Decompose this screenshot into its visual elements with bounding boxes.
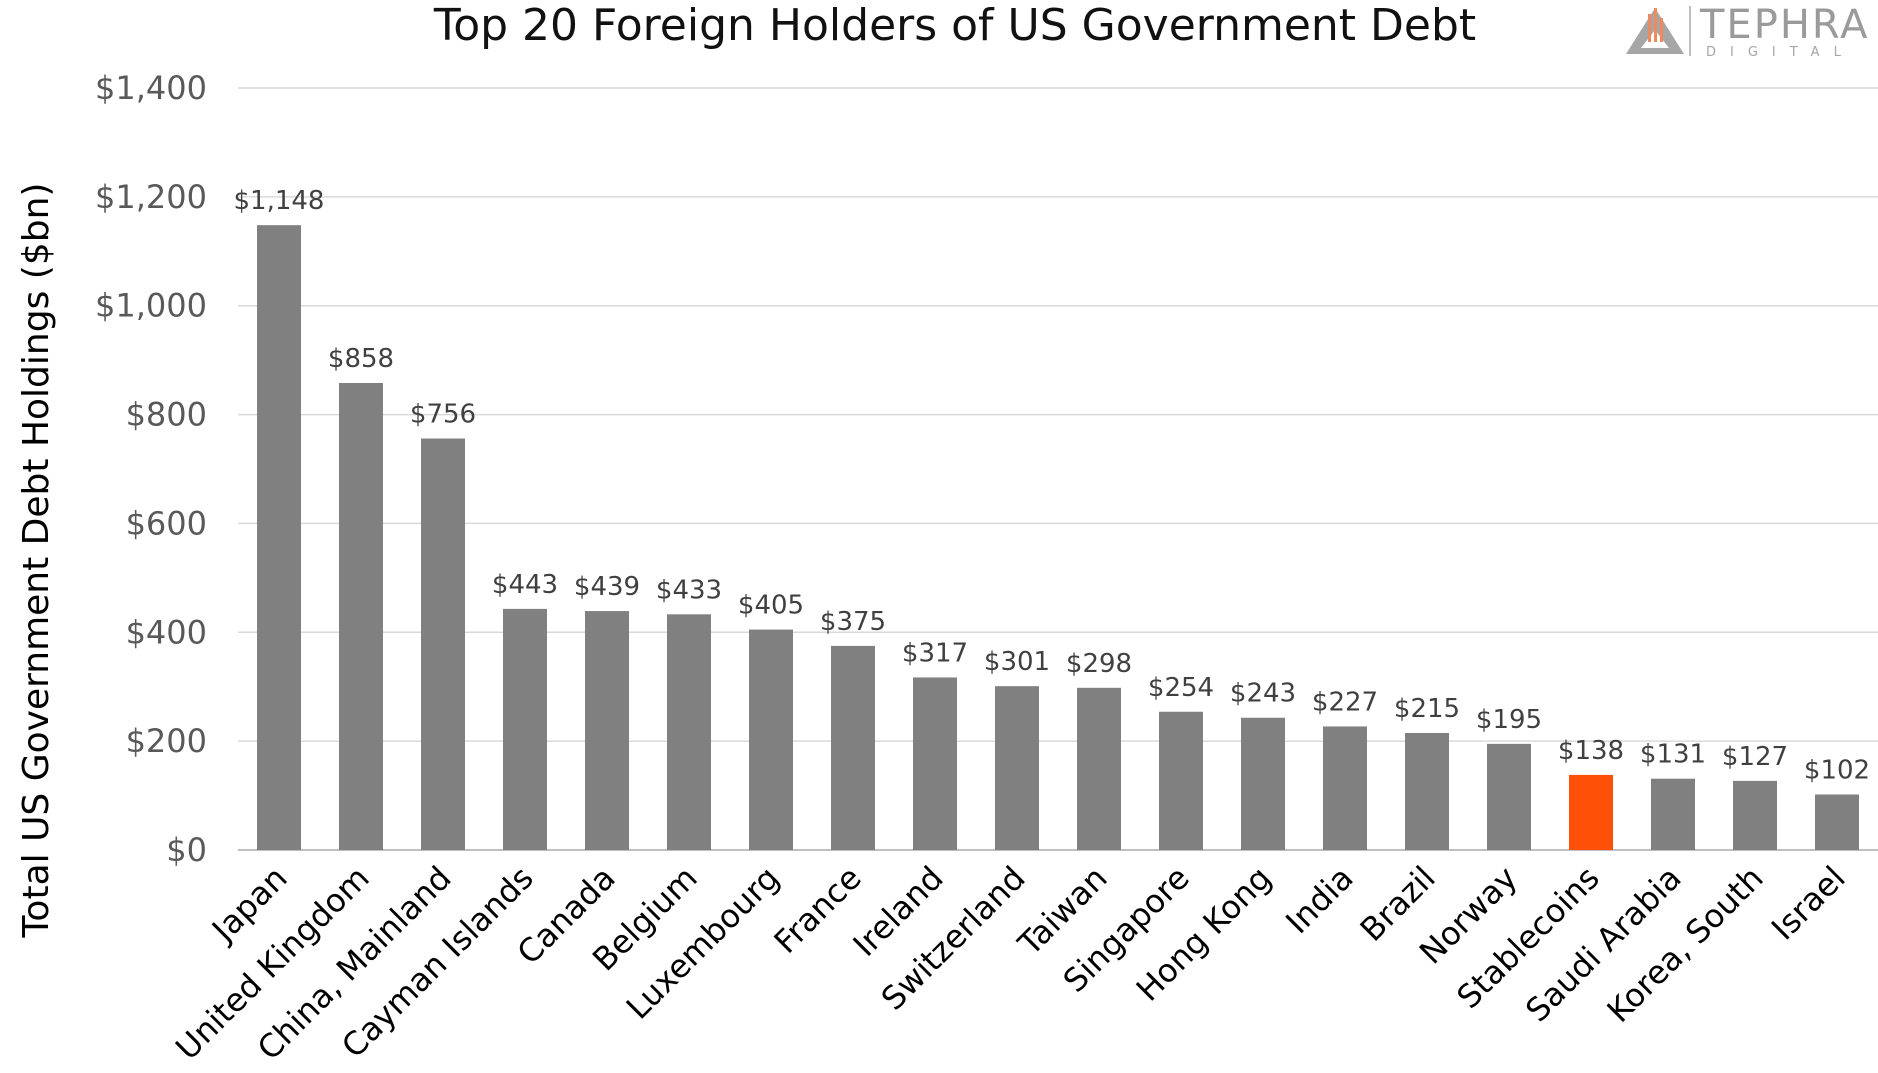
data-label: $375 xyxy=(820,607,886,637)
data-label: $227 xyxy=(1312,687,1378,717)
bar xyxy=(913,677,957,850)
data-label: $433 xyxy=(656,575,722,605)
data-labels: $1,148 $858 $756 $443 $439 $433 $405 $375 $317 $3… xyxy=(234,186,1871,785)
bar xyxy=(1815,794,1859,850)
bar xyxy=(1323,726,1367,850)
bar xyxy=(1733,780,1777,850)
bar xyxy=(831,645,875,850)
y-tick-label: $200 xyxy=(126,722,207,760)
data-label: $243 xyxy=(1230,679,1296,709)
data-label: $195 xyxy=(1476,705,1542,735)
y-tick-labels: $0 $200 $400 $600 $800 $1,000 $1,200 $1,400 xyxy=(95,69,207,869)
data-label: $439 xyxy=(574,572,640,602)
bar xyxy=(421,438,465,850)
bar xyxy=(1487,743,1531,850)
data-label: $1,148 xyxy=(234,186,325,216)
bar xyxy=(1405,732,1449,850)
y-axis-label: Total US Government Debt Holdings ($bn) xyxy=(16,183,57,939)
chart-title: Top 20 Foreign Holders of US Government … xyxy=(433,0,1476,51)
tephra-digital-logo: TEPHRA DIGITAL xyxy=(1626,2,1869,60)
y-tick-label: $0 xyxy=(166,831,207,869)
data-label: $215 xyxy=(1394,694,1460,724)
data-label: $131 xyxy=(1640,740,1706,770)
bar xyxy=(667,614,711,850)
bar xyxy=(1159,711,1203,850)
y-tick-label: $1,200 xyxy=(95,178,207,216)
bar xyxy=(995,686,1039,850)
bar xyxy=(1651,778,1695,850)
y-tick-label: $1,400 xyxy=(95,69,207,107)
data-label: $301 xyxy=(984,647,1050,677)
data-label: $254 xyxy=(1148,673,1214,703)
bars xyxy=(257,225,1859,850)
category-label: India xyxy=(1278,859,1360,941)
bar xyxy=(1241,717,1285,850)
data-label: $443 xyxy=(492,570,558,600)
bar xyxy=(1569,774,1613,850)
y-tick-label: $400 xyxy=(126,613,207,651)
y-tick-label: $800 xyxy=(126,396,207,434)
gridlines xyxy=(238,87,1878,851)
logo-sub: DIGITAL xyxy=(1706,45,1855,60)
data-label: $102 xyxy=(1804,755,1870,785)
data-label: $138 xyxy=(1558,736,1624,766)
bar xyxy=(585,611,629,850)
bar xyxy=(503,608,547,850)
logo-name: TEPHRA xyxy=(1699,2,1869,48)
bar xyxy=(1077,687,1121,850)
y-tick-label: $600 xyxy=(126,504,207,542)
y-tick-label: $1,000 xyxy=(95,287,207,325)
bar xyxy=(257,225,301,850)
tephra-logo-icon xyxy=(1626,6,1691,56)
data-label: $317 xyxy=(902,638,968,668)
bar xyxy=(749,629,793,850)
data-label: $858 xyxy=(328,344,394,374)
data-label: $298 xyxy=(1066,649,1132,679)
data-label: $756 xyxy=(410,400,476,430)
data-label: $127 xyxy=(1722,742,1788,772)
bar xyxy=(339,383,383,850)
data-label: $405 xyxy=(738,591,804,621)
category-label: Israel xyxy=(1764,859,1853,948)
